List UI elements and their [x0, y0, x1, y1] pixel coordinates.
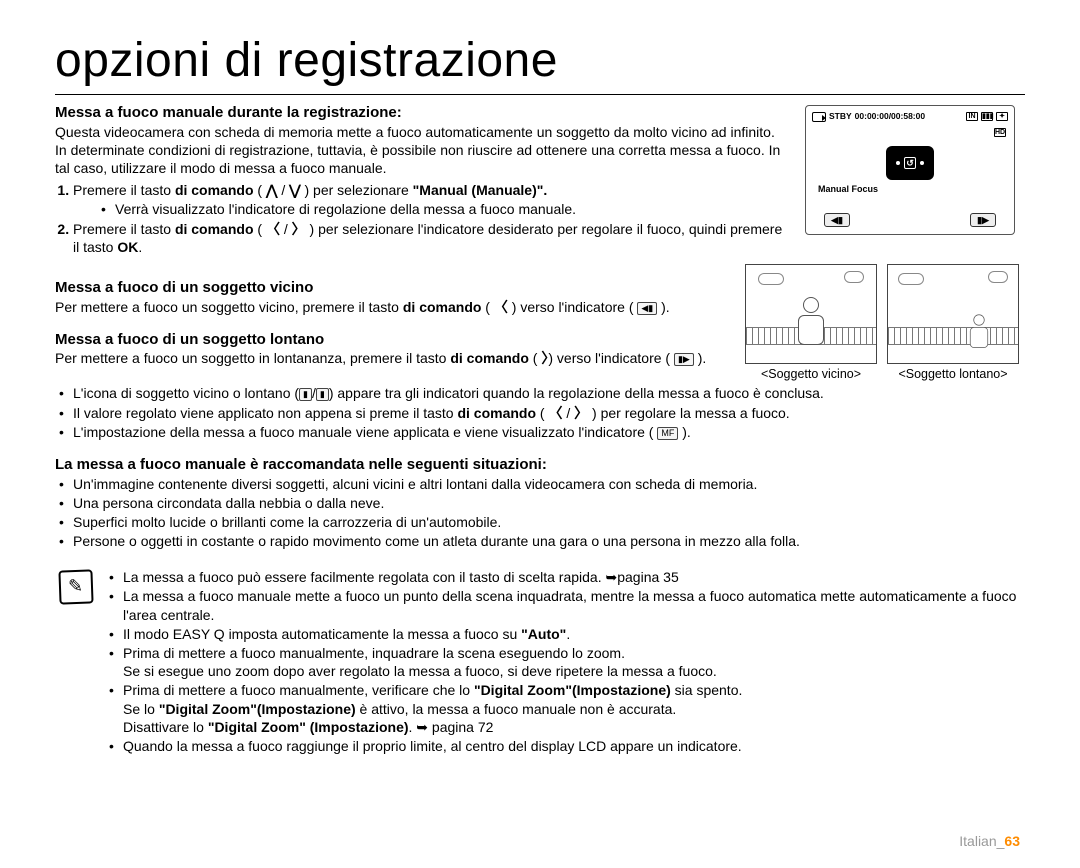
s4-i1: Un'immagine contenente diversi soggetti,…: [55, 475, 1025, 493]
section1-steps: Premere il tasto di comando ( ⋀ / ⋁ ) pe…: [55, 181, 785, 256]
footer-lang: Italian_: [959, 833, 1004, 849]
mf-icon: MF: [657, 427, 678, 440]
note-icon: ✎: [58, 570, 93, 605]
near-small-icon: ▮: [299, 388, 312, 401]
section3-heading: Messa a fuoco di un soggetto lontano: [55, 330, 725, 350]
s4-i2: Una persona circondata dalla nebbia o da…: [55, 494, 1025, 512]
section4-heading: La messa a fuoco manuale è raccomandata …: [55, 455, 1025, 475]
lcd-right-button: ▮▶: [970, 213, 996, 227]
lcd-focus-indicator: [886, 146, 934, 180]
note-4: Prima di mettere a fuoco manualmente, in…: [105, 644, 1025, 680]
near-subject-illustration: [745, 264, 877, 364]
step1-sub: Verrà visualizzato l'indicatore di regol…: [73, 200, 785, 218]
lcd-stby: STBY: [829, 111, 852, 122]
footer-page: 63: [1004, 833, 1020, 849]
lcd-top-icons: IN▮▮▮✦: [965, 112, 1008, 121]
s4-i4: Persone o oggetti in costante o rapido m…: [55, 532, 1025, 550]
near-indicator-icon: ◀▮: [637, 302, 657, 315]
note-box: ✎ La messa a fuoco può essere facilmente…: [55, 568, 1025, 756]
far-subject-illustration: [887, 264, 1019, 364]
section1-intro2: In determinate condizioni di registrazio…: [55, 141, 785, 177]
section3-text: Per mettere a fuoco un soggetto in lonta…: [55, 349, 725, 367]
page-title: opzioni di registrazione: [55, 30, 1025, 95]
page-footer: Italian_63: [959, 832, 1020, 850]
camera-icon: [812, 112, 826, 122]
section2-heading: Messa a fuoco di un soggetto vicino: [55, 278, 725, 298]
lcd-hd-icon: HD: [993, 126, 1006, 138]
notes-block-1: L'icona di soggetto vicino o lontano (▮/…: [55, 384, 1025, 441]
note-6: Quando la messa a fuoco raggiunge il pro…: [105, 737, 1025, 755]
step-2: Premere il tasto di comando ( 〈 / 〉 ) pe…: [73, 220, 785, 256]
note-1: La messa a fuoco può essere facilmente r…: [105, 568, 1025, 586]
near-caption: <Soggetto vicino>: [745, 366, 877, 382]
lcd-manual-focus-label: Manual Focus: [818, 184, 878, 196]
b2: Il valore regolato viene applicato non a…: [55, 404, 1025, 422]
far-caption: <Soggetto lontano>: [887, 366, 1019, 382]
lcd-left-button: ◀▮: [824, 213, 850, 227]
section1-heading: Messa a fuoco manuale durante la registr…: [55, 103, 785, 123]
note-2: La messa a fuoco manuale mette a fuoco u…: [105, 587, 1025, 623]
note-3: Il modo EASY Q imposta automaticamente l…: [105, 625, 1025, 643]
section4-list: Un'immagine contenente diversi soggetti,…: [55, 475, 1025, 551]
section1-intro1: Questa videocamera con scheda di memoria…: [55, 123, 785, 141]
b3: L'impostazione della messa a fuoco manua…: [55, 423, 1025, 441]
note-5: Prima di mettere a fuoco manualmente, ve…: [105, 681, 1025, 736]
step-1: Premere il tasto di comando ( ⋀ / ⋁ ) pe…: [73, 181, 785, 217]
s4-i3: Superfici molto lucide o brillanti come …: [55, 513, 1025, 531]
b1: L'icona di soggetto vicino o lontano (▮/…: [55, 384, 1025, 402]
lcd-timecode: 00:00:00/00:58:00: [855, 111, 925, 122]
far-indicator-icon: ▮▶: [674, 353, 694, 366]
section2-text: Per mettere a fuoco un soggetto vicino, …: [55, 298, 725, 316]
far-small-icon: ▮: [316, 388, 329, 401]
lcd-screen-mockup: STBY 00:00:00/00:58:00 IN▮▮▮✦ HD Manual …: [805, 105, 1015, 235]
